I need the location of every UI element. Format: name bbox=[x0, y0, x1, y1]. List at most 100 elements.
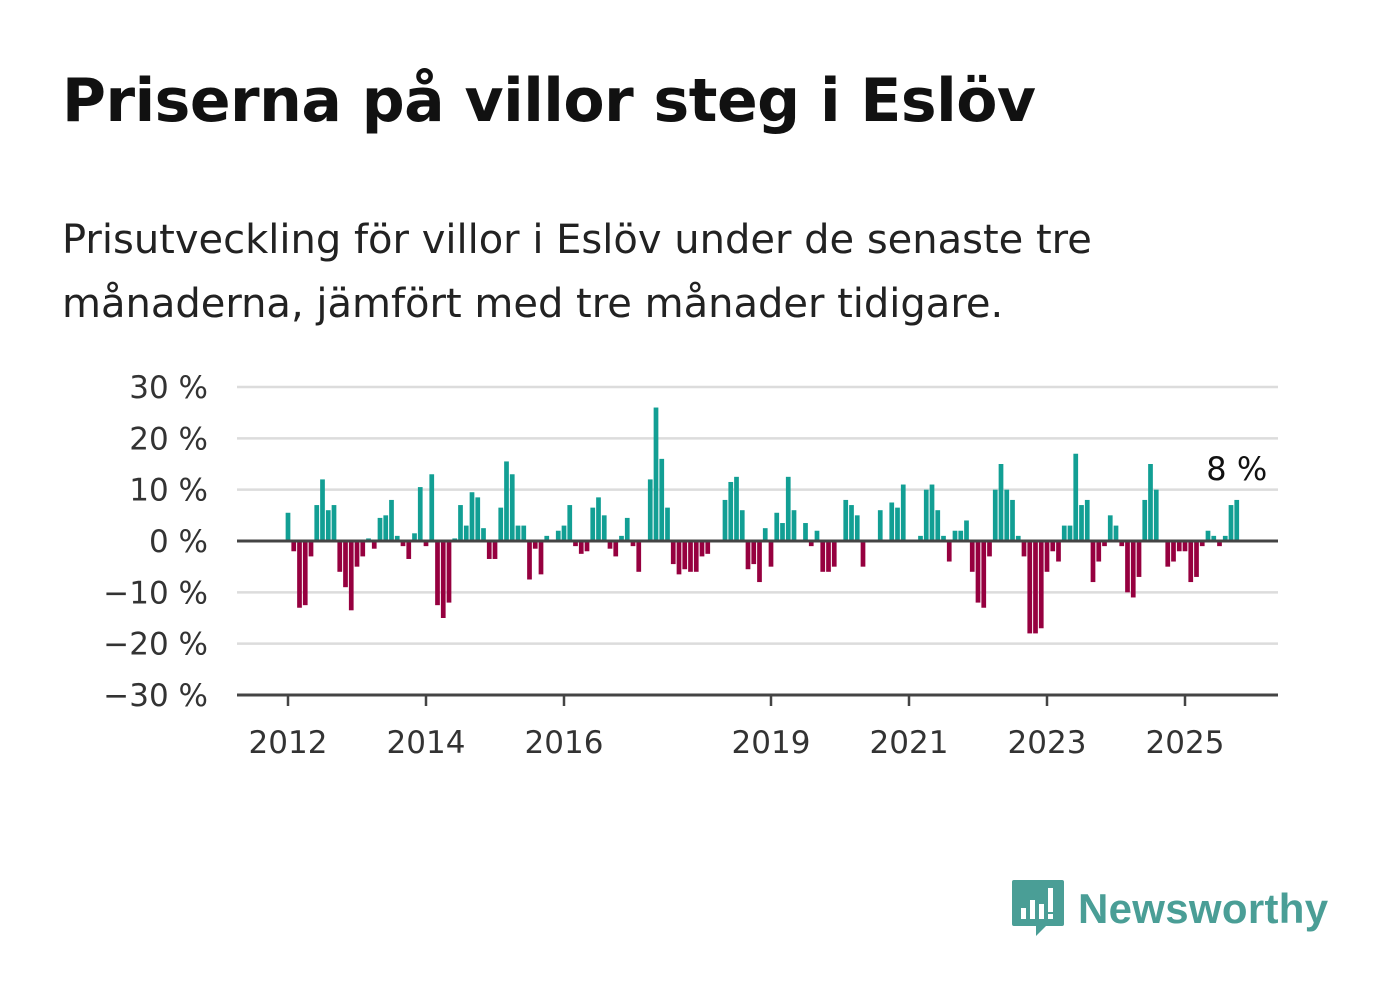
bar bbox=[596, 497, 601, 541]
bar bbox=[751, 541, 757, 565]
bar bbox=[619, 535, 624, 541]
bar bbox=[958, 530, 964, 541]
bar bbox=[389, 499, 394, 541]
bar bbox=[900, 484, 906, 541]
newsworthy-logo-icon bbox=[1012, 880, 1064, 936]
bar bbox=[624, 517, 630, 541]
bar bbox=[527, 541, 532, 580]
bar bbox=[561, 525, 567, 541]
bar bbox=[291, 541, 297, 552]
bar bbox=[659, 458, 665, 541]
bar bbox=[486, 541, 492, 559]
bar bbox=[1188, 541, 1194, 583]
bar bbox=[446, 541, 452, 603]
y-axis-labels: 30 % 20 % 10 % 0 % −10 % −20 % −30 % bbox=[103, 370, 208, 714]
bar bbox=[394, 535, 400, 541]
bar bbox=[1125, 541, 1130, 593]
bar bbox=[630, 541, 636, 547]
bar bbox=[377, 517, 383, 541]
bar bbox=[693, 541, 699, 572]
bar bbox=[1182, 541, 1188, 552]
x-tick-label: 2023 bbox=[1008, 725, 1087, 761]
x-tick-label: 2016 bbox=[525, 725, 604, 761]
bar bbox=[337, 541, 343, 572]
bar bbox=[780, 523, 785, 541]
bar bbox=[682, 541, 688, 570]
bar bbox=[325, 510, 331, 541]
bar bbox=[498, 507, 504, 541]
grid-lines bbox=[237, 385, 1278, 645]
bar bbox=[688, 541, 693, 572]
bar bbox=[889, 502, 895, 541]
y-tick-label: 30 % bbox=[129, 370, 208, 406]
bar bbox=[555, 530, 561, 541]
bar bbox=[515, 525, 521, 541]
bar bbox=[331, 505, 337, 541]
bar bbox=[538, 541, 544, 575]
bar bbox=[383, 515, 389, 541]
bar bbox=[636, 541, 642, 572]
y-tick-label: 0 % bbox=[149, 524, 208, 560]
bar bbox=[1228, 505, 1234, 541]
bar bbox=[613, 541, 619, 557]
bar bbox=[849, 505, 854, 541]
bar bbox=[1090, 541, 1096, 583]
bar bbox=[1073, 453, 1079, 541]
bar bbox=[803, 523, 808, 541]
bar bbox=[1205, 530, 1211, 541]
bar bbox=[521, 525, 527, 541]
bar bbox=[584, 541, 590, 552]
bar bbox=[308, 541, 314, 557]
bar bbox=[946, 541, 952, 562]
bar bbox=[412, 533, 417, 541]
bar bbox=[458, 505, 463, 541]
bar bbox=[1010, 499, 1015, 541]
bar bbox=[923, 489, 929, 541]
bar bbox=[1038, 541, 1044, 629]
x-tick-label: 2021 bbox=[870, 725, 949, 761]
bar bbox=[791, 510, 797, 541]
bar bbox=[348, 541, 354, 611]
bar bbox=[1130, 541, 1136, 598]
bar bbox=[820, 541, 826, 572]
bar bbox=[492, 541, 498, 559]
x-axis-labels: 2012 2014 2016 2019 2021 2023 2025 bbox=[249, 725, 1225, 761]
last-value-label: 8 % bbox=[1206, 450, 1267, 488]
bar bbox=[831, 541, 837, 567]
bar bbox=[722, 499, 728, 541]
bar bbox=[601, 515, 607, 541]
x-tick-label: 2019 bbox=[732, 725, 811, 761]
bar bbox=[762, 528, 768, 541]
bar bbox=[1084, 499, 1090, 541]
bar bbox=[1119, 541, 1125, 547]
bar bbox=[440, 541, 446, 618]
bar bbox=[1176, 541, 1182, 552]
brand: Newsworthy bbox=[1010, 878, 1328, 940]
x-tick-label: 2014 bbox=[387, 725, 466, 761]
bar bbox=[1165, 541, 1171, 567]
bar bbox=[567, 505, 573, 541]
bar bbox=[1217, 541, 1222, 547]
bar bbox=[676, 541, 682, 575]
bar bbox=[1153, 489, 1159, 541]
bar bbox=[653, 407, 659, 541]
bar bbox=[1096, 541, 1102, 562]
bar bbox=[1079, 505, 1084, 541]
bar bbox=[1171, 541, 1176, 562]
bar bbox=[509, 474, 515, 541]
bar bbox=[774, 512, 780, 541]
bar bbox=[705, 541, 711, 554]
bar bbox=[998, 464, 1004, 541]
bar bbox=[406, 541, 412, 559]
bar bbox=[877, 510, 883, 541]
bar bbox=[987, 541, 992, 557]
bar bbox=[607, 541, 613, 549]
bar bbox=[1027, 541, 1033, 634]
bar bbox=[1004, 489, 1010, 541]
axes bbox=[237, 539, 1278, 706]
page-title: Priserna på villor steg i Eslöv bbox=[62, 66, 1036, 136]
bar bbox=[343, 541, 348, 588]
bar bbox=[992, 489, 998, 541]
brand-name: Newsworthy bbox=[1078, 885, 1329, 932]
